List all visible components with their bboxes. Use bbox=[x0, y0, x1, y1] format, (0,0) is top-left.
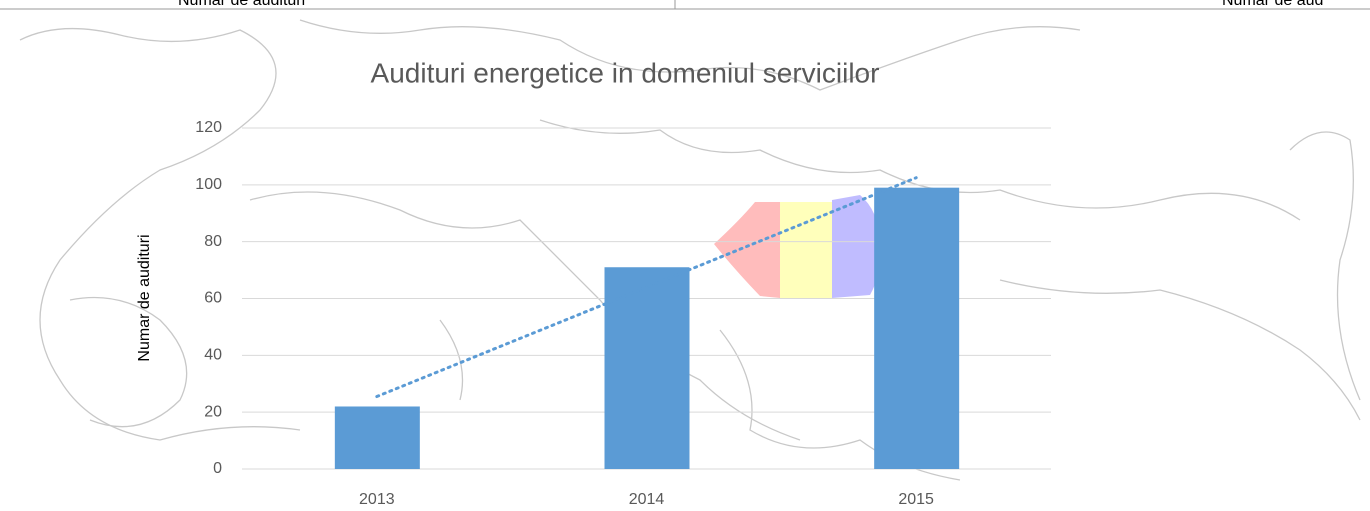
chart-title: Audituri energetice in domeniul servicii… bbox=[371, 57, 880, 88]
flag-red bbox=[714, 202, 780, 298]
y-tick-label: 80 bbox=[204, 233, 222, 250]
y-tick-label: 100 bbox=[195, 176, 222, 193]
y-axis-label: Numar de audituri bbox=[136, 234, 153, 361]
y-tick-label: 0 bbox=[213, 460, 222, 477]
bar bbox=[604, 267, 690, 469]
bar bbox=[874, 187, 960, 470]
map-background bbox=[19, 19, 1361, 481]
x-tick-label: 2015 bbox=[898, 491, 934, 508]
y-tick-label: 60 bbox=[204, 290, 222, 307]
y-tick-label: 120 bbox=[195, 119, 222, 136]
x-tick-label: 2013 bbox=[359, 491, 395, 508]
flag-blue bbox=[832, 195, 881, 298]
y-tick-label: 20 bbox=[204, 403, 222, 420]
cropped-label: Numar de audituri bbox=[178, 0, 305, 9]
y-tick-label: 40 bbox=[204, 347, 222, 364]
cropped-label: Numar de aud bbox=[1222, 0, 1323, 9]
x-tick-label: 2014 bbox=[629, 491, 665, 508]
trendline bbox=[375, 176, 918, 399]
flag-yellow bbox=[780, 202, 832, 298]
bar bbox=[334, 406, 420, 469]
